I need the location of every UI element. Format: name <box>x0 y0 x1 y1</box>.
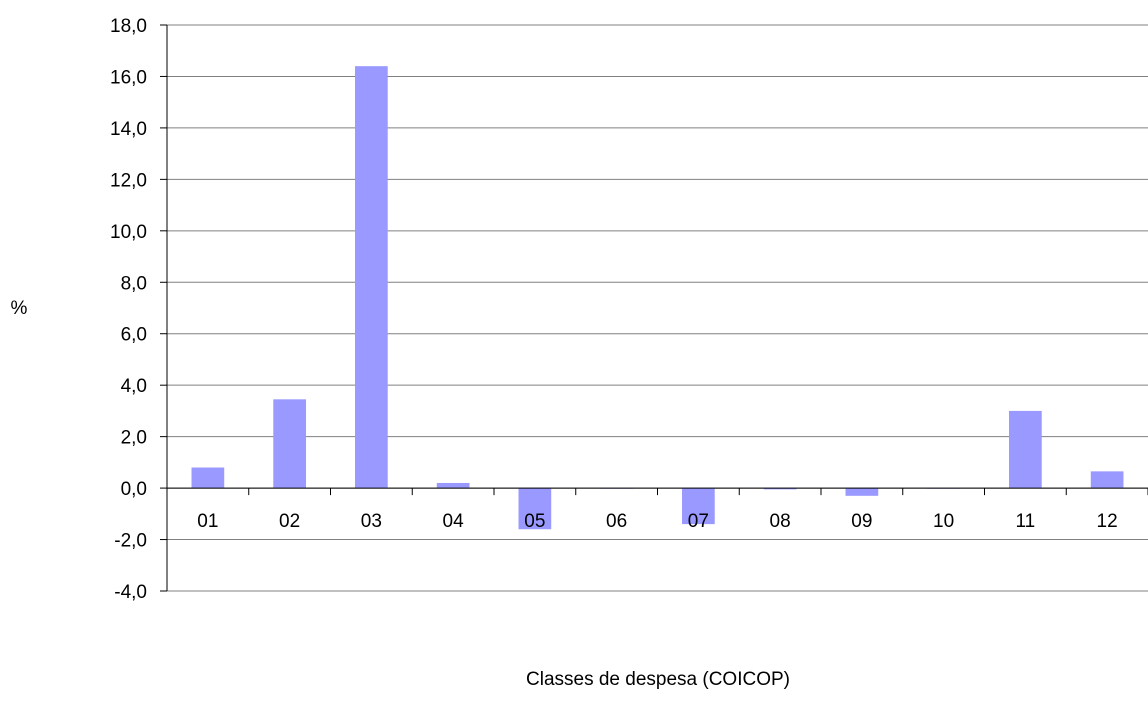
x-axis-title: Classes de despesa (COICOP) <box>526 669 790 690</box>
bar <box>763 488 797 490</box>
x-tick-label: 05 <box>524 511 545 532</box>
bar <box>191 467 225 489</box>
bar <box>518 488 552 530</box>
x-tick-label: 09 <box>851 511 872 532</box>
bar <box>355 66 388 489</box>
x-tick-label: 11 <box>1016 511 1036 532</box>
y-tick-label: 12,0 <box>110 170 147 191</box>
y-tick-label: -2,0 <box>114 531 147 552</box>
y-tick-label: 18,0 <box>110 16 147 37</box>
x-tick-label: 03 <box>361 511 382 532</box>
y-tick-label: 4,0 <box>121 376 147 397</box>
x-tick-label: 01 <box>197 511 218 532</box>
y-tick-label: 10,0 <box>110 222 147 243</box>
x-tick-labels: 01 02 03 04 05 06 07 08 09 10 11 12 <box>197 511 1117 532</box>
bar <box>845 488 879 496</box>
y-tick-label: 14,0 <box>110 119 147 140</box>
bar <box>436 482 470 489</box>
x-tick-label: 07 <box>688 511 709 532</box>
x-tick-label: 08 <box>770 511 791 532</box>
y-tick-label: 0,0 <box>121 479 147 500</box>
bars <box>191 66 1124 530</box>
x-tick-label: 06 <box>606 511 627 532</box>
axes <box>160 24 1148 592</box>
y-tick-label: 2,0 <box>121 428 147 449</box>
x-tick-label: 02 <box>279 511 300 532</box>
bar <box>682 488 715 525</box>
bar <box>1009 410 1042 489</box>
x-tick-label: 10 <box>933 511 954 532</box>
gridlines <box>167 24 1148 592</box>
y-axis-title: % <box>11 298 28 319</box>
bar <box>1090 471 1124 489</box>
y-tick-labels: -4,0 -2,0 0,0 2,0 4,0 6,0 8,0 10,0 12,0 14,0 16,0 1… <box>110 16 147 603</box>
y-tick-label: 16,0 <box>110 67 147 88</box>
y-tick-label: -4,0 <box>114 582 147 603</box>
x-tick-label: 04 <box>443 511 465 532</box>
y-tick-label: 6,0 <box>121 325 147 346</box>
y-tick-label: 8,0 <box>121 273 147 294</box>
x-tick-label: 12 <box>1097 511 1118 532</box>
bar <box>273 399 306 489</box>
